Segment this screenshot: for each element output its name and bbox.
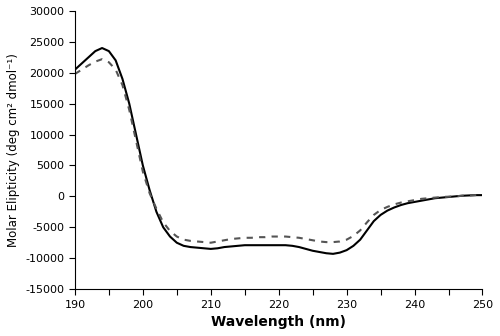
X-axis label: Wavelength (nm): Wavelength (nm)	[211, 315, 346, 329]
Y-axis label: Molar Elipticity (deg cm² dmol⁻¹): Molar Elipticity (deg cm² dmol⁻¹)	[7, 53, 20, 247]
